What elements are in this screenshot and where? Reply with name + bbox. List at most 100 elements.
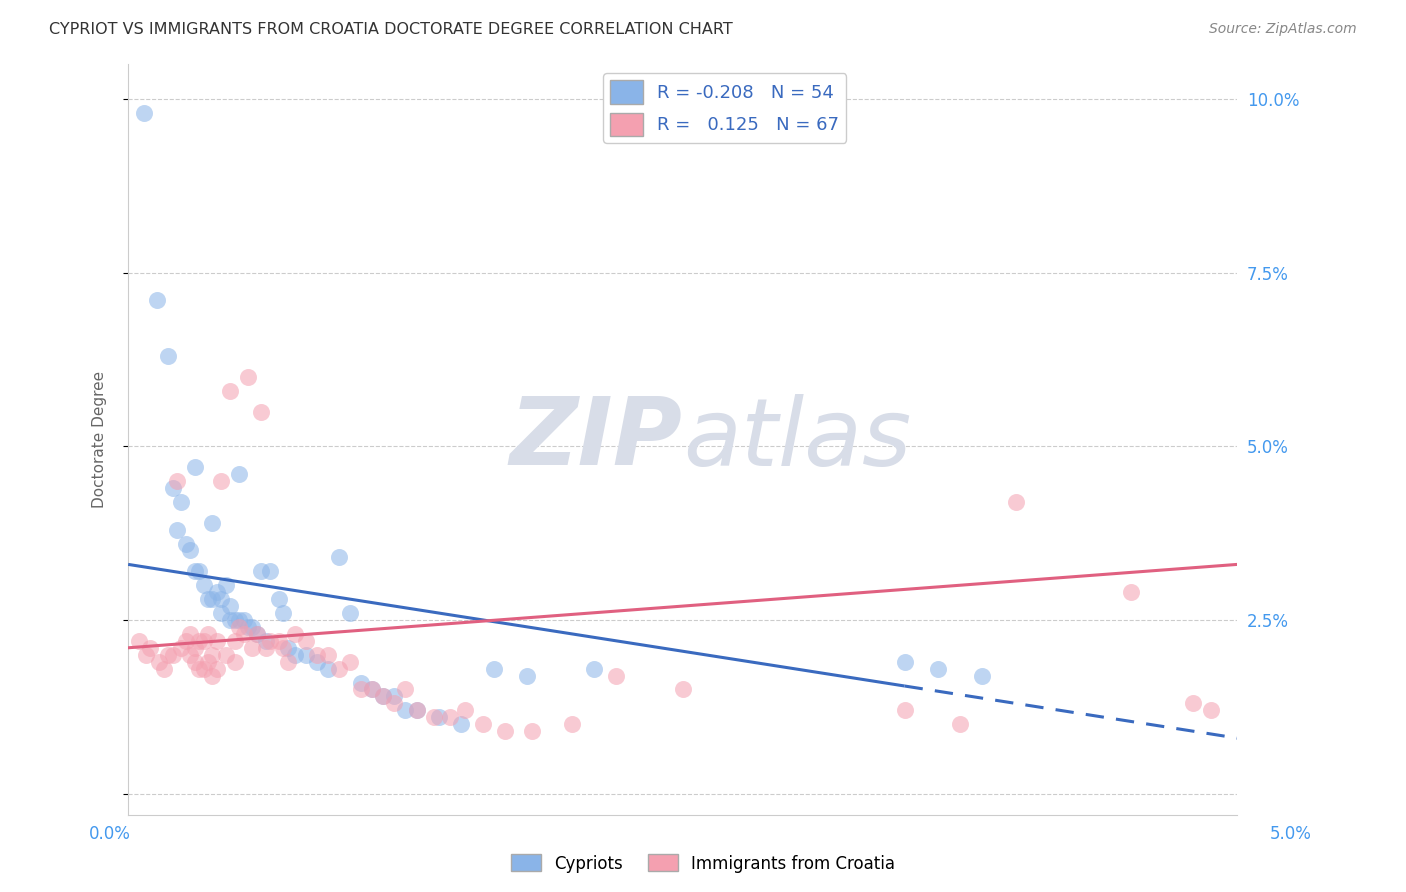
Point	[205, 662, 228, 676]
Point	[254, 640, 277, 655]
Point	[277, 640, 299, 655]
Point	[224, 613, 246, 627]
Point	[219, 613, 242, 627]
Text: ZIP: ZIP	[510, 393, 683, 485]
Point	[188, 662, 211, 676]
Point	[305, 655, 328, 669]
Point	[242, 640, 264, 655]
Point	[232, 627, 254, 641]
Point	[209, 592, 232, 607]
Point	[166, 474, 188, 488]
Point	[162, 481, 184, 495]
Point	[893, 655, 915, 669]
Point	[250, 404, 273, 418]
Point	[273, 640, 295, 655]
Point	[166, 523, 188, 537]
Point	[228, 620, 250, 634]
Point	[394, 703, 416, 717]
Point	[472, 717, 495, 731]
Point	[316, 662, 339, 676]
Point	[201, 592, 224, 607]
Point	[583, 662, 606, 676]
Point	[219, 384, 242, 398]
Point	[197, 627, 219, 641]
Point	[209, 474, 232, 488]
Point	[283, 648, 305, 662]
Point	[197, 655, 219, 669]
Point	[183, 460, 205, 475]
Point	[972, 668, 994, 682]
Point	[382, 697, 405, 711]
Point	[482, 662, 505, 676]
Point	[228, 467, 250, 481]
Point	[672, 682, 695, 697]
Point	[250, 565, 273, 579]
Point	[215, 648, 238, 662]
Point	[183, 655, 205, 669]
Point	[152, 662, 174, 676]
Point	[179, 543, 201, 558]
Point	[128, 633, 150, 648]
Point	[146, 293, 169, 308]
Point	[259, 633, 281, 648]
Point	[188, 565, 211, 579]
Point	[1182, 697, 1205, 711]
Point	[893, 703, 915, 717]
Point	[427, 710, 450, 724]
Point	[305, 648, 328, 662]
Point	[193, 578, 215, 592]
Point	[361, 682, 384, 697]
Point	[561, 717, 583, 731]
Point	[405, 703, 427, 717]
Point	[197, 592, 219, 607]
Point	[339, 655, 361, 669]
Point	[224, 655, 246, 669]
Y-axis label: Doctorate Degree: Doctorate Degree	[93, 371, 107, 508]
Point	[405, 703, 427, 717]
Point	[516, 668, 538, 682]
Text: 5.0%: 5.0%	[1270, 825, 1312, 843]
Point	[927, 662, 949, 676]
Point	[373, 690, 395, 704]
Point	[328, 550, 350, 565]
Point	[228, 613, 250, 627]
Point	[520, 724, 543, 739]
Point	[132, 105, 155, 120]
Point	[328, 662, 350, 676]
Point	[201, 648, 224, 662]
Point	[246, 627, 269, 641]
Point	[236, 369, 259, 384]
Point	[170, 640, 193, 655]
Text: atlas: atlas	[683, 393, 911, 485]
Point	[350, 682, 373, 697]
Point	[201, 516, 224, 530]
Point	[215, 578, 238, 592]
Point	[450, 717, 472, 731]
Point	[1004, 495, 1026, 509]
Point	[139, 640, 162, 655]
Point	[174, 536, 197, 550]
Point	[294, 648, 316, 662]
Point	[242, 620, 264, 634]
Point	[179, 627, 201, 641]
Legend: Cypriots, Immigrants from Croatia: Cypriots, Immigrants from Croatia	[505, 847, 901, 880]
Text: Source: ZipAtlas.com: Source: ZipAtlas.com	[1209, 22, 1357, 37]
Point	[605, 668, 627, 682]
Point	[205, 633, 228, 648]
Point	[273, 606, 295, 620]
Point	[373, 690, 395, 704]
Point	[350, 675, 373, 690]
Point	[294, 633, 316, 648]
Point	[224, 633, 246, 648]
Point	[949, 717, 972, 731]
Point	[267, 592, 290, 607]
Point	[148, 655, 170, 669]
Point	[183, 565, 205, 579]
Point	[170, 495, 193, 509]
Point	[188, 633, 211, 648]
Point	[201, 668, 224, 682]
Text: 0.0%: 0.0%	[89, 825, 131, 843]
Point	[1119, 585, 1142, 599]
Point	[193, 662, 215, 676]
Point	[162, 648, 184, 662]
